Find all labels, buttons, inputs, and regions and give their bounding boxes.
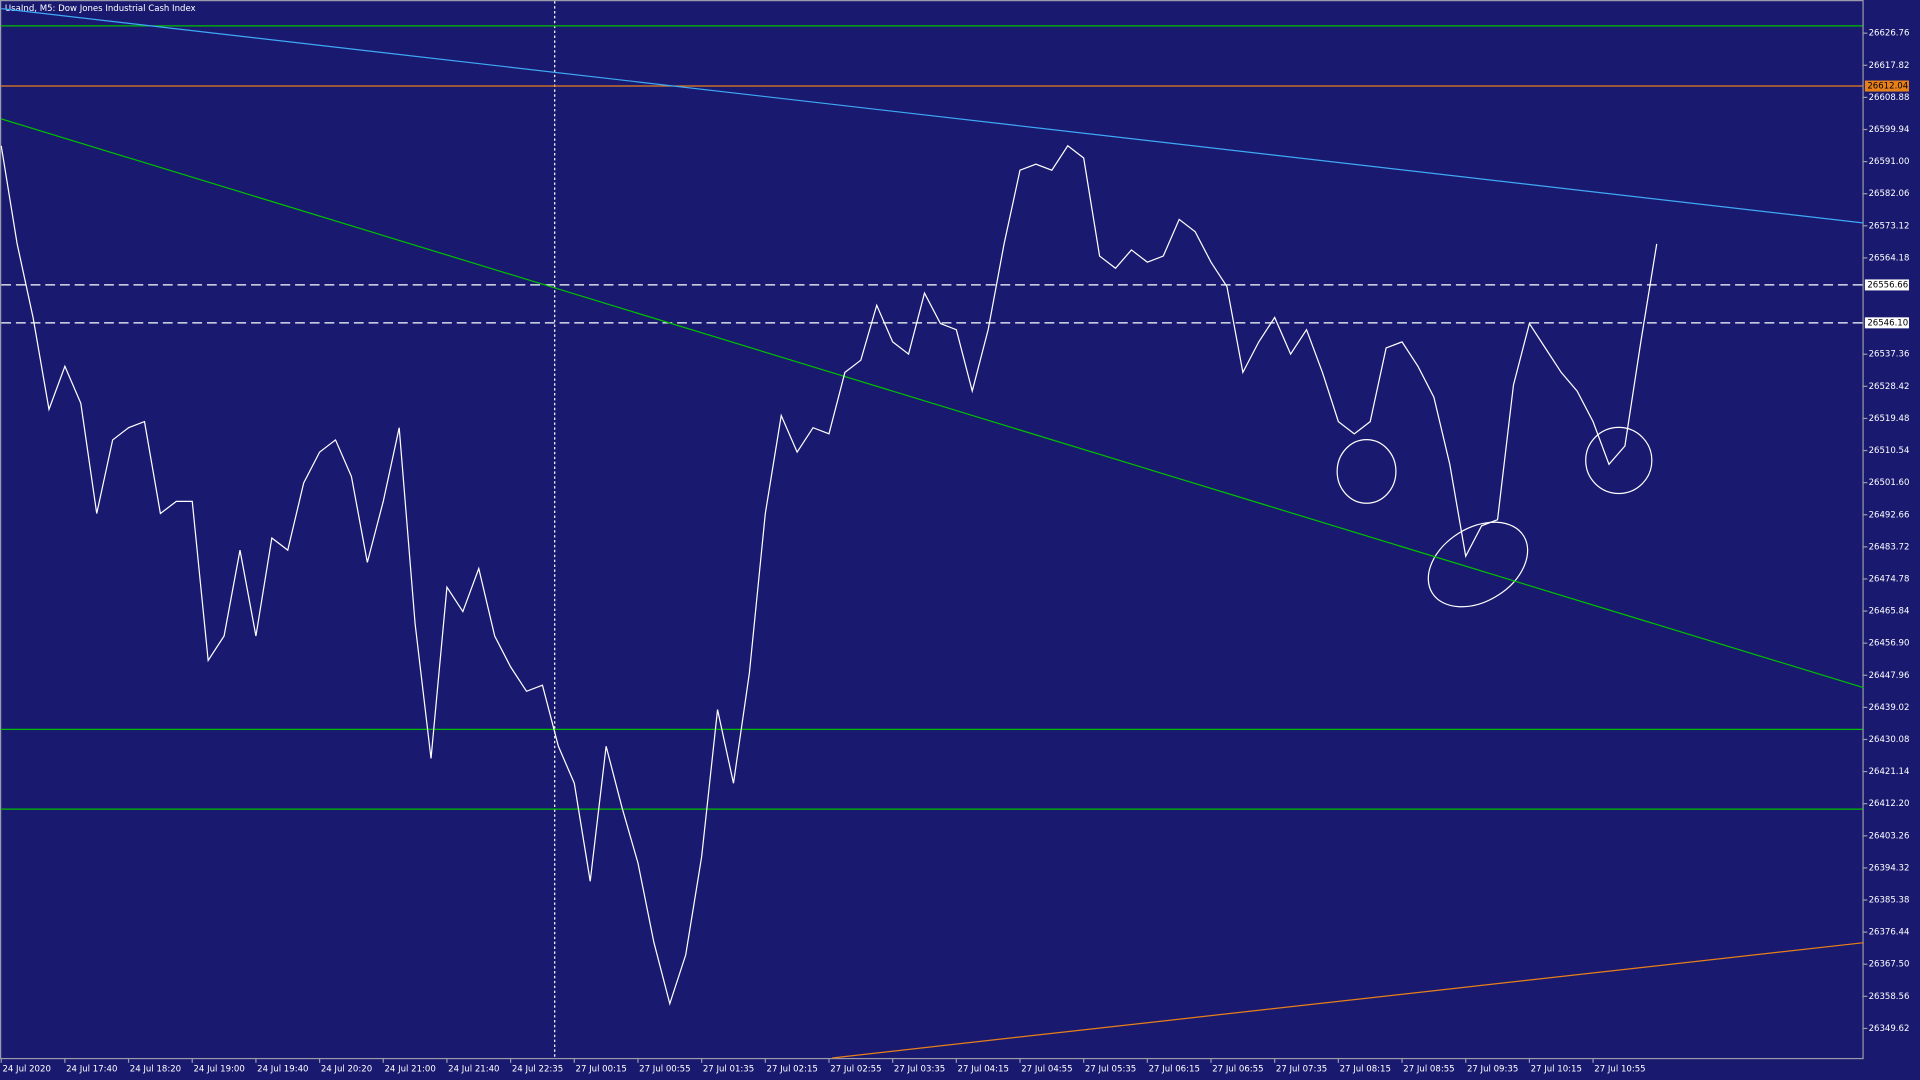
price-line	[0, 144, 1658, 1006]
y-tick-label: 26501.60	[1869, 478, 1910, 488]
x-tick-label: 27 Jul 00:55	[639, 1064, 690, 1074]
level-label-box	[1864, 80, 1909, 92]
x-tick-label: 27 Jul 03:35	[894, 1064, 945, 1074]
x-tick-label: 27 Jul 10:15	[1531, 1064, 1582, 1074]
trend-line	[832, 942, 1864, 1059]
annotation-circle	[1336, 438, 1397, 504]
x-tick-label: 24 Jul 2020	[2, 1064, 50, 1074]
y-tick-label: 26582.06	[1869, 189, 1910, 199]
y-tick-label: 26465.84	[1869, 607, 1910, 617]
y-tick-label: 26608.88	[1869, 93, 1910, 103]
x-tick-label: 27 Jul 06:55	[1212, 1064, 1263, 1074]
x-tick-label: 27 Jul 08:15	[1340, 1064, 1391, 1074]
y-tick-label: 26412.20	[1869, 799, 1910, 809]
level-label: 26546.10	[1867, 318, 1908, 328]
x-tick-label: 24 Jul 18:20	[130, 1064, 181, 1074]
annotation-ellipse	[1427, 521, 1529, 608]
y-tick-label: 26349.62	[1869, 1024, 1910, 1034]
x-tick-label: 27 Jul 02:55	[830, 1064, 881, 1074]
x-tick-label: 24 Jul 20:20	[321, 1064, 372, 1074]
y-tick-label: 26617.82	[1869, 61, 1910, 71]
y-tick-label: 26430.08	[1869, 735, 1910, 745]
x-tick-label: 27 Jul 09:35	[1467, 1064, 1518, 1074]
level-label-box	[1864, 317, 1909, 329]
x-tick-label: 27 Jul 04:15	[958, 1064, 1009, 1074]
annotation-circle	[1585, 426, 1653, 495]
y-tick-label: 26394.32	[1869, 863, 1910, 873]
x-tick-label: 27 Jul 04:55	[1021, 1064, 1072, 1074]
y-tick-label: 26403.26	[1869, 831, 1910, 841]
x-tick-label: 27 Jul 07:35	[1276, 1064, 1327, 1074]
level-label-box	[1864, 279, 1909, 291]
y-tick-label: 26599.94	[1869, 125, 1910, 135]
y-tick-label: 26385.38	[1869, 896, 1910, 906]
y-tick-label: 26376.44	[1869, 928, 1910, 938]
y-tick-label: 26421.14	[1869, 767, 1910, 777]
x-tick-label: 24 Jul 17:40	[66, 1064, 117, 1074]
x-tick-label: 27 Jul 05:35	[1085, 1064, 1136, 1074]
x-tick-label: 27 Jul 10:55	[1594, 1064, 1645, 1074]
trend-line	[1, 118, 1864, 689]
y-tick-label: 26367.50	[1869, 960, 1910, 970]
chart-title: UsaInd, M5: Dow Jones Industrial Cash In…	[5, 4, 196, 14]
level-label: 26612.04	[1867, 82, 1908, 92]
x-tick-label: 27 Jul 06:15	[1149, 1064, 1200, 1074]
x-tick-label: 24 Jul 22:35	[512, 1064, 563, 1074]
x-tick-label: 27 Jul 01:35	[703, 1064, 754, 1074]
y-tick-label: 26439.02	[1869, 703, 1910, 713]
y-tick-label: 26483.72	[1869, 542, 1910, 552]
y-tick-label: 26447.96	[1869, 671, 1910, 681]
y-tick-label: 26573.12	[1869, 221, 1910, 231]
y-tick-label: 26564.18	[1869, 253, 1910, 263]
x-tick-label: 27 Jul 02:15	[767, 1064, 818, 1074]
trend-line	[1, 8, 1864, 224]
y-tick-label: 26626.76	[1869, 29, 1910, 39]
x-tick-label: 27 Jul 08:55	[1403, 1064, 1454, 1074]
y-tick-label: 26492.66	[1869, 510, 1910, 520]
y-tick-label: 26519.48	[1869, 414, 1910, 424]
x-tick-label: 24 Jul 21:40	[448, 1064, 499, 1074]
plot-frame	[0, 0, 1864, 1060]
y-tick-label: 26537.36	[1869, 350, 1910, 360]
y-tick-label: 26474.78	[1869, 574, 1910, 584]
y-tick-label: 26591.00	[1869, 157, 1910, 167]
y-tick-label: 26358.56	[1869, 992, 1910, 1002]
x-tick-label: 24 Jul 21:00	[384, 1064, 435, 1074]
x-tick-label: 24 Jul 19:00	[193, 1064, 244, 1074]
y-tick-label: 26528.42	[1869, 382, 1910, 392]
level-label: 26556.66	[1867, 280, 1908, 290]
x-tick-label: 24 Jul 19:40	[257, 1064, 308, 1074]
y-tick-label: 26456.90	[1869, 639, 1910, 649]
y-tick-label: 26510.54	[1869, 446, 1910, 456]
x-tick-label: 27 Jul 00:15	[576, 1064, 627, 1074]
